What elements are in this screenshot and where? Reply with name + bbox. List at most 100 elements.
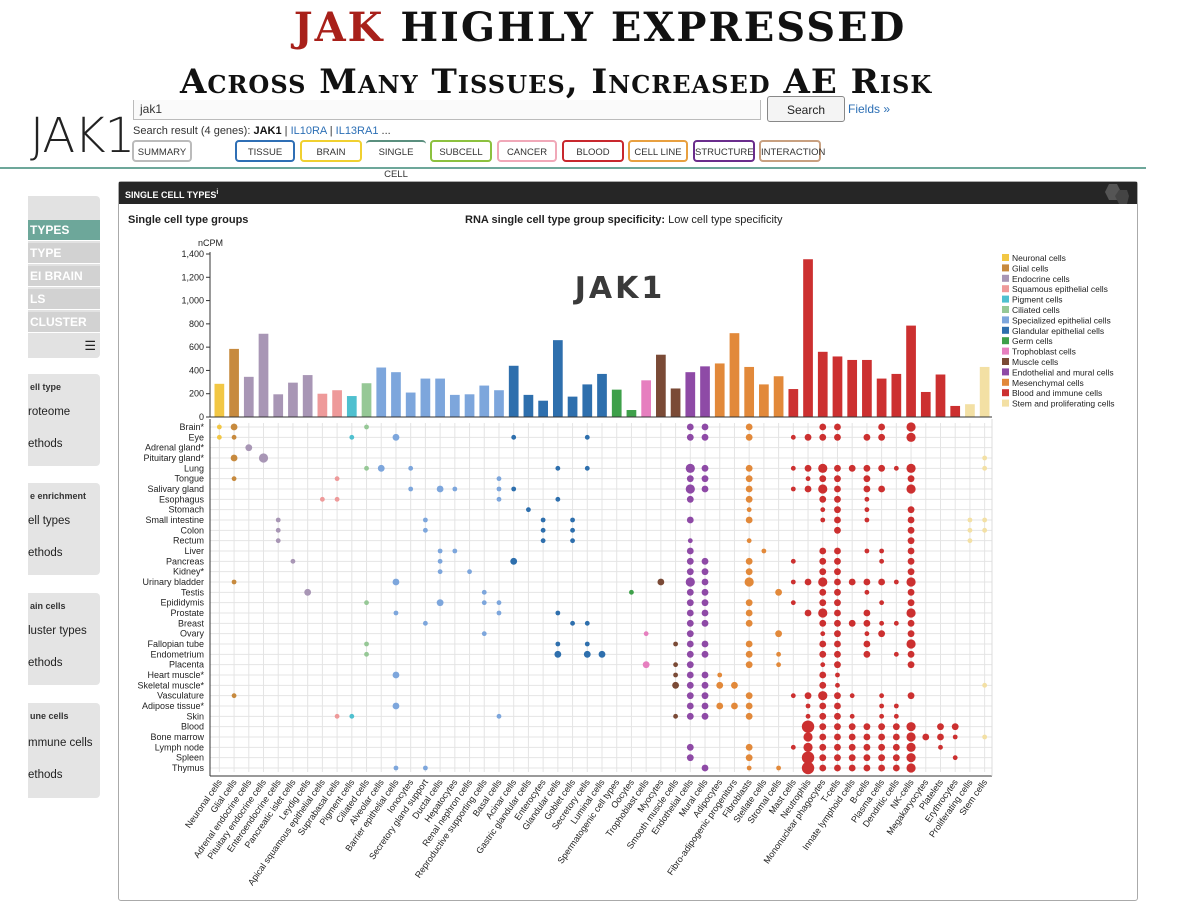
bar-dendritic-cells[interactable] <box>891 373 902 417</box>
expression-dot[interactable] <box>834 764 841 772</box>
expression-dot[interactable] <box>863 640 871 648</box>
expression-dot[interactable] <box>701 475 709 483</box>
expression-dot[interactable] <box>863 485 871 493</box>
expression-dot[interactable] <box>686 640 694 648</box>
expression-dot[interactable] <box>801 720 815 733</box>
bar-nk-cells[interactable] <box>906 325 916 417</box>
expression-dot[interactable] <box>686 630 694 638</box>
expression-dot[interactable] <box>701 588 709 596</box>
expression-dot[interactable] <box>686 588 694 596</box>
expression-dot[interactable] <box>745 495 753 503</box>
expression-dot[interactable] <box>878 433 886 441</box>
expression-dot[interactable] <box>701 764 709 772</box>
bar-megakaryocytes[interactable] <box>920 391 931 417</box>
expression-dot[interactable] <box>892 723 900 731</box>
expression-dot[interactable] <box>230 423 238 431</box>
expression-dot[interactable] <box>893 703 899 709</box>
expression-dot[interactable] <box>776 651 782 657</box>
expression-dot[interactable] <box>907 599 915 607</box>
expression-dot[interactable] <box>275 517 281 523</box>
bar-oocytes[interactable] <box>626 410 637 417</box>
expression-dot[interactable] <box>334 476 340 482</box>
sidebar-link[interactable]: ethods <box>28 438 63 450</box>
bar-pigment-cells[interactable] <box>346 396 357 417</box>
bar-hepatocytes[interactable] <box>449 394 460 417</box>
expression-dot[interactable] <box>761 548 767 554</box>
expression-dot[interactable] <box>392 671 400 679</box>
expression-dot[interactable] <box>392 433 400 441</box>
expression-dot[interactable] <box>804 464 812 472</box>
legend-entry[interactable]: Endocrine cells <box>1012 274 1070 284</box>
expression-dot[interactable] <box>686 661 694 669</box>
expression-dot[interactable] <box>701 712 709 720</box>
tab-structure[interactable]: STRUCTURE <box>693 140 755 162</box>
expression-dot[interactable] <box>745 692 753 700</box>
expression-dot[interactable] <box>864 507 870 513</box>
expression-dot[interactable] <box>510 557 518 565</box>
expression-dot[interactable] <box>701 557 709 565</box>
expression-dot[interactable] <box>716 702 724 710</box>
expression-dot[interactable] <box>907 526 915 534</box>
bar-leydig-cells[interactable] <box>302 375 313 417</box>
bar-adipocytes[interactable] <box>714 363 725 417</box>
bar-erythrocytes[interactable] <box>950 405 961 417</box>
expression-dot[interactable] <box>819 423 827 431</box>
bar-adrenal-endocrine-cells[interactable] <box>243 376 254 417</box>
expression-dot[interactable] <box>906 484 916 494</box>
expression-dot[interactable] <box>863 733 871 741</box>
expression-dot[interactable] <box>584 641 590 647</box>
expression-dot[interactable] <box>496 486 502 492</box>
expression-dot[interactable] <box>437 548 443 554</box>
bar-secretory-gland-support[interactable] <box>420 378 431 417</box>
expression-dot[interactable] <box>907 537 915 545</box>
expression-dot[interactable] <box>804 609 812 617</box>
expression-dot[interactable] <box>686 423 694 431</box>
expression-dot[interactable] <box>879 620 885 626</box>
expression-dot[interactable] <box>819 743 827 751</box>
expression-dot[interactable] <box>819 619 827 627</box>
expression-dot[interactable] <box>775 630 783 638</box>
sidebar-item-ls[interactable]: LS <box>28 289 100 310</box>
legend-entry[interactable]: Squamous epithelial cells <box>1012 284 1108 294</box>
expression-dot[interactable] <box>893 620 899 626</box>
tab-summary[interactable]: SUMMARY <box>132 140 192 162</box>
sidebar-link[interactable]: ell types <box>28 515 71 527</box>
expression-dot[interactable] <box>775 588 783 596</box>
expression-dot[interactable] <box>878 733 886 741</box>
expression-dot[interactable] <box>364 424 369 430</box>
expression-dot[interactable] <box>717 672 723 678</box>
expression-dot[interactable] <box>745 516 753 524</box>
expression-dot[interactable] <box>982 517 988 523</box>
expression-dot[interactable] <box>496 600 502 606</box>
expression-dot[interactable] <box>819 702 827 710</box>
legend-entry[interactable]: Trophoblast cells <box>1012 347 1076 357</box>
sidebar-link[interactable]: ethods <box>28 657 63 669</box>
expression-dot[interactable] <box>701 671 709 679</box>
expression-dot[interactable] <box>834 423 841 431</box>
expression-dot[interactable] <box>892 754 900 762</box>
bar-enterocytes[interactable] <box>538 400 548 417</box>
expression-dot[interactable] <box>701 619 709 627</box>
expression-dot[interactable] <box>686 557 694 565</box>
expression-dot[interactable] <box>892 764 900 772</box>
expression-dot[interactable] <box>819 475 827 483</box>
expression-dot[interactable] <box>437 569 443 575</box>
expression-dot[interactable] <box>819 733 827 741</box>
expression-dot[interactable] <box>701 609 709 617</box>
expression-dot[interactable] <box>496 476 502 482</box>
expression-dot[interactable] <box>834 547 841 555</box>
tab-cell-line[interactable]: CELL LINE <box>628 140 688 162</box>
expression-dot[interactable] <box>745 619 753 627</box>
expression-dot[interactable] <box>907 516 915 524</box>
expression-dot[interactable] <box>834 495 841 503</box>
expression-dot[interactable] <box>878 630 886 638</box>
expression-dot[interactable] <box>878 578 886 586</box>
expression-dot[interactable] <box>526 507 531 513</box>
expression-dot[interactable] <box>701 650 709 658</box>
expression-dot[interactable] <box>570 517 575 523</box>
bar-stellate-cells[interactable] <box>759 384 769 417</box>
expression-dot[interactable] <box>643 631 649 637</box>
expression-dot[interactable] <box>377 464 385 472</box>
expression-dot[interactable] <box>790 558 796 564</box>
expression-dot[interactable] <box>849 693 855 699</box>
